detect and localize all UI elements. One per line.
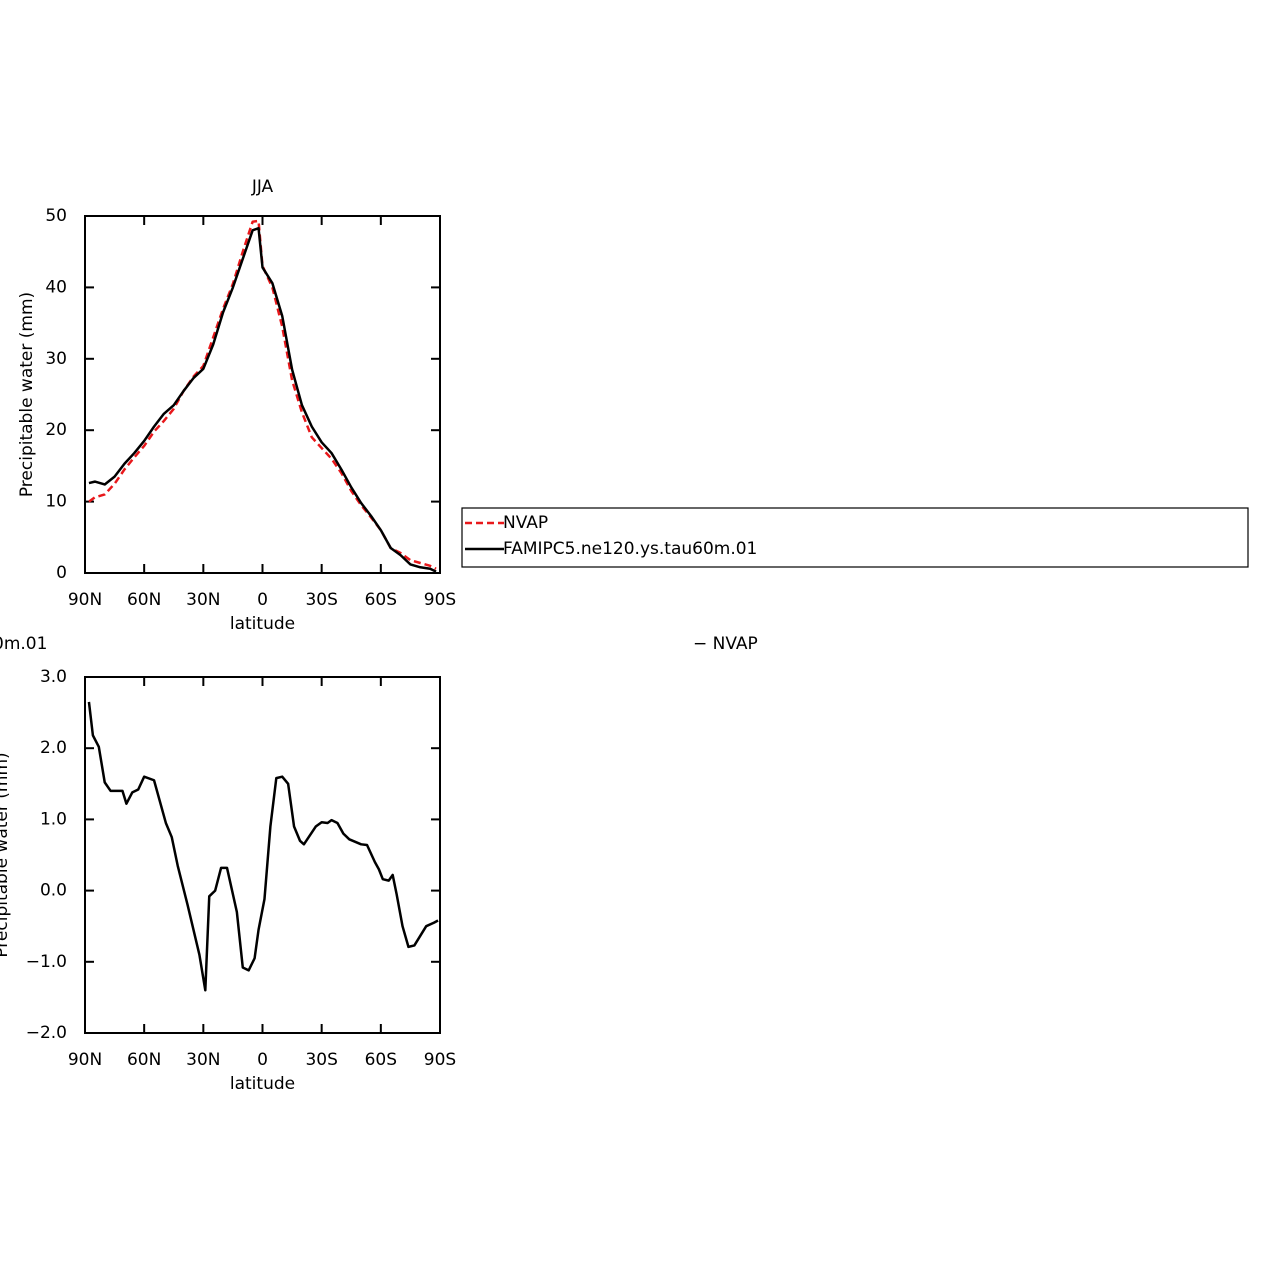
y-tick-label: 0.0 — [40, 881, 67, 901]
x-tick-label: 0 — [257, 1050, 268, 1070]
x-tick-label: 60S — [365, 1050, 397, 1070]
plot-frame — [84, 676, 441, 1034]
y-tick-label: −1.0 — [26, 952, 67, 972]
x-tick-label: 60S — [365, 590, 397, 610]
y-tick-label: 20 — [45, 420, 67, 440]
x-tick-label: 90N — [68, 590, 102, 610]
chart-subtitle: − NVAP — [693, 634, 758, 654]
x-tick-label: 30N — [186, 1050, 220, 1070]
y-tick-label: 40 — [45, 277, 67, 297]
chart-title: 0m.01 — [0, 634, 47, 654]
x-tick-label: 30N — [186, 590, 220, 610]
data-line — [88, 226, 437, 573]
legend: NVAP FAMIPC5.ne120.ys.tau60m.01 — [461, 507, 1249, 568]
x-tick-label: 30S — [305, 1050, 337, 1070]
data-line — [88, 219, 437, 570]
legend-box — [461, 507, 1249, 568]
y-tick-label: 1.0 — [40, 809, 67, 829]
y-tick-label: 30 — [45, 349, 67, 369]
legend-label: FAMIPC5.ne120.ys.tau60m.01 — [503, 539, 757, 559]
y-tick-label: 3.0 — [40, 667, 67, 687]
y-axis-label: Precipitable water (mm) — [0, 752, 12, 957]
data-line — [87, 701, 439, 992]
y-tick-label: 0 — [56, 563, 67, 583]
x-tick-label: 30S — [305, 590, 337, 610]
y-tick-label: −2.0 — [26, 1023, 67, 1043]
y-axis-label: Precipitable water (mm) — [17, 292, 37, 497]
y-tick-label: 2.0 — [40, 738, 67, 758]
chart-title: JJA — [251, 177, 274, 197]
x-tick-label: 60N — [127, 590, 161, 610]
x-axis-label: latitude — [230, 1074, 295, 1094]
x-tick-label: 0 — [257, 590, 268, 610]
y-tick-label: 10 — [45, 492, 67, 512]
x-tick-label: 60N — [127, 1050, 161, 1070]
x-tick-label: 90N — [68, 1050, 102, 1070]
y-tick-label: 50 — [45, 206, 67, 226]
x-tick-label: 90S — [424, 1050, 456, 1070]
legend-label: NVAP — [503, 513, 548, 533]
x-axis-label: latitude — [230, 614, 295, 634]
x-tick-label: 90S — [424, 590, 456, 610]
